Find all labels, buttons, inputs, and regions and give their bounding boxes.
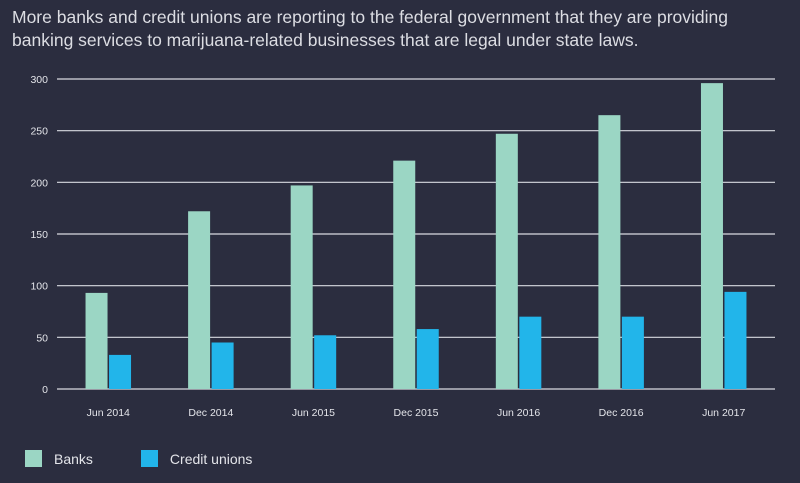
legend-swatch-banks: [25, 450, 42, 467]
bar-credit-unions-jun-2017: [724, 291, 747, 389]
bar-banks-jun-2017: [700, 83, 723, 389]
x-tick-label-jun-2015: Jun 2015: [292, 407, 335, 419]
bar-credit-unions-jun-2014: [109, 354, 132, 389]
bar-credit-unions-dec-2016: [621, 316, 644, 389]
bar-banks-jun-2015: [290, 185, 313, 389]
legend-swatch-credit-unions: [140, 450, 158, 467]
legend-item-credit-unions: Credit unions: [140, 450, 253, 467]
x-tick-label-dec-2015: Dec 2015: [394, 407, 439, 419]
y-tick-label-200: 200: [30, 177, 48, 189]
chart-headline: More banks and credit unions are reporti…: [12, 7, 728, 50]
chart-legend: Banks Credit unions: [25, 450, 300, 467]
x-tick-label-dec-2016: Dec 2016: [599, 407, 644, 419]
y-tick-label-300: 300: [30, 74, 48, 86]
x-tick-label-dec-2014: Dec 2014: [188, 407, 233, 419]
y-tick-label-250: 250: [30, 126, 48, 138]
legend-item-banks: Banks: [25, 450, 93, 467]
bar-banks-jun-2014: [85, 292, 108, 389]
x-tick-label-jun-2016: Jun 2016: [497, 407, 540, 419]
y-tick-label-50: 50: [36, 332, 48, 344]
bar-banks-dec-2015: [393, 160, 416, 389]
bar-banks-dec-2014: [188, 211, 211, 389]
bar-banks-dec-2016: [598, 115, 621, 390]
x-tick-label-jun-2017: Jun 2017: [702, 407, 745, 419]
bar-credit-unions-jun-2015: [314, 335, 337, 389]
y-tick-label-0: 0: [42, 384, 48, 396]
bar-banks-jun-2016: [495, 133, 518, 389]
y-tick-label-100: 100: [30, 281, 48, 293]
x-tick-label-jun-2014: Jun 2014: [87, 407, 130, 419]
legend-label-credit-unions: Credit unions: [169, 450, 253, 467]
legend-label-banks: Banks: [54, 450, 93, 467]
bar-credit-unions-dec-2014: [211, 342, 234, 389]
bar-credit-unions-jun-2016: [519, 316, 542, 389]
bar-credit-unions-dec-2015: [416, 329, 439, 389]
y-tick-label-150: 150: [30, 229, 48, 241]
